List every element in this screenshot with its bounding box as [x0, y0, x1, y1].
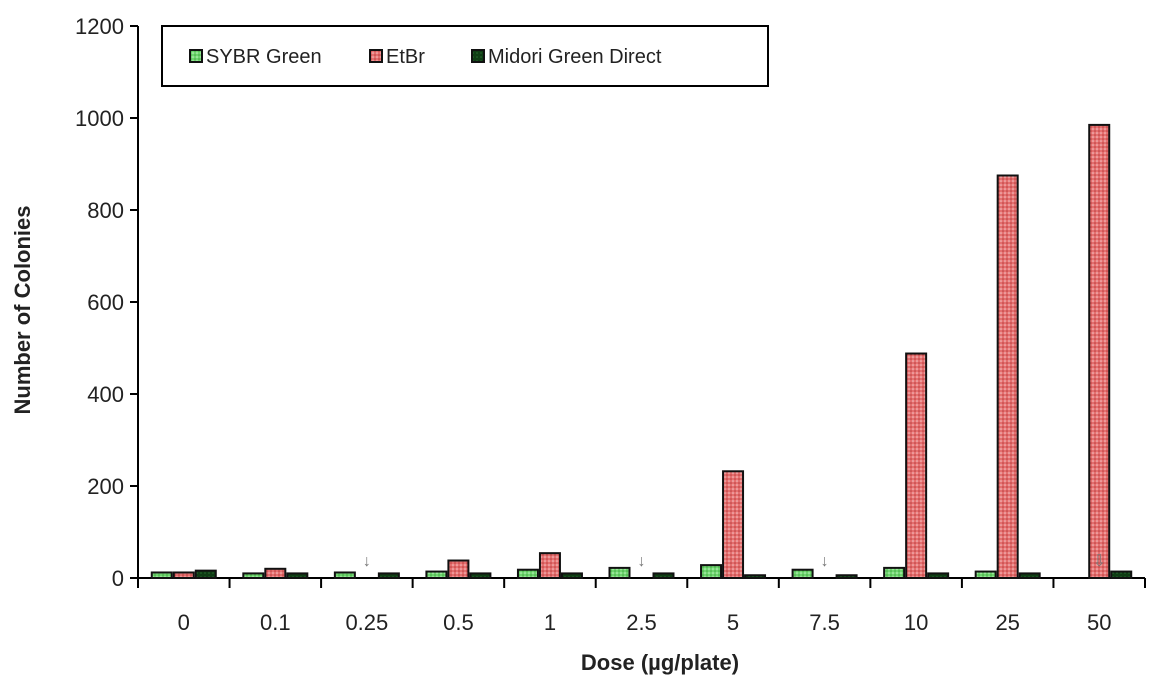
bar-midori-green-direct-1 — [560, 572, 583, 580]
y-tick-label: 200 — [87, 474, 124, 499]
legend-swatch — [189, 49, 203, 63]
legend-label: EtBr — [386, 46, 425, 68]
x-tick-label: 0.1 — [260, 610, 291, 635]
y-tick-label: 0 — [112, 566, 124, 591]
bar-sybr-green-25 — [974, 570, 997, 579]
bar-midori-green-direct-5 — [744, 574, 767, 579]
bars — [150, 123, 1133, 580]
bar-midori-green-direct-25 — [1018, 572, 1041, 580]
bar-midori-green-direct-50 — [1110, 570, 1133, 579]
x-tick-label: 10 — [904, 610, 928, 635]
axes — [137, 26, 1145, 579]
bar-midori-green-direct-0.1 — [286, 572, 309, 580]
bar-midori-green-direct-10 — [927, 572, 950, 580]
bar-etbr-1 — [538, 552, 561, 579]
x-axis-ticks: 0 0.1 0.25 0.5 1 2.5 5 7.5 10 25 50 — [137, 578, 1146, 635]
bar-sybr-green-1 — [516, 568, 539, 579]
bar-etbr-50 — [1088, 123, 1111, 580]
x-tick-label: 2.5 — [626, 610, 657, 635]
x-tick-label: 7.5 — [809, 610, 840, 635]
y-tick-label: 600 — [87, 290, 124, 315]
legend-swatch — [471, 49, 485, 63]
y-axis-ticks: 0 200 400 600 800 1000 1200 — [75, 14, 138, 591]
bar-midori-green-direct-2.5 — [652, 572, 675, 580]
x-tick-label: 0 — [178, 610, 190, 635]
y-tick-label: 1200 — [75, 14, 124, 39]
y-tick-label: 400 — [87, 382, 124, 407]
legend-swatch — [369, 49, 383, 63]
bar-midori-green-direct-0.25 — [377, 572, 400, 580]
y-tick-label: 800 — [87, 198, 124, 223]
bar-etbr-0.1 — [264, 567, 287, 579]
legend-box — [161, 25, 769, 87]
bar-sybr-green-0.1 — [242, 572, 265, 580]
missing-value-arrow: ↓ — [821, 553, 829, 570]
bar-etbr-10 — [905, 352, 928, 579]
bar-midori-green-direct-7.5 — [835, 574, 858, 579]
bar-etbr-25 — [996, 174, 1019, 579]
bar-midori-green-direct-0 — [194, 569, 217, 580]
bar-sybr-green-0.5 — [425, 570, 448, 579]
bar-midori-green-direct-0.5 — [469, 572, 492, 580]
legend-label: Midori Green Direct — [488, 46, 662, 68]
bar-sybr-green-0 — [150, 571, 173, 579]
missing-value-arrow: ↓ — [638, 553, 646, 570]
bar-etbr-0 — [172, 571, 195, 579]
y-tick-label: 1000 — [75, 106, 124, 131]
x-tick-label: 1 — [544, 610, 556, 635]
legend: SYBR Green EtBr Midori Green Direct — [161, 25, 769, 87]
x-tick-label: 0.5 — [443, 610, 474, 635]
bar-sybr-green-2.5 — [608, 566, 631, 580]
bar-sybr-green-10 — [883, 566, 906, 580]
x-axis-title: Dose (µg/plate) — [581, 650, 739, 675]
x-tick-label: 5 — [727, 610, 739, 635]
x-tick-label: 25 — [995, 610, 1019, 635]
missing-value-arrow: ↓ — [363, 553, 371, 570]
bar-sybr-green-7.5 — [791, 568, 814, 579]
x-tick-label: 50 — [1087, 610, 1111, 635]
legend-label: SYBR Green — [206, 46, 322, 68]
missing-value-arrow: ⇩ — [1093, 553, 1106, 570]
annotations: ↓ ↓ ↓ ⇩ — [363, 553, 1106, 570]
bar-sybr-green-0.25 — [333, 571, 356, 579]
bar-etbr-5 — [722, 470, 745, 579]
y-axis-title: Number of Colonies — [10, 205, 35, 414]
bar-etbr-0.5 — [447, 559, 470, 580]
bar-sybr-green-5 — [700, 564, 723, 579]
x-tick-label: 0.25 — [345, 610, 388, 635]
